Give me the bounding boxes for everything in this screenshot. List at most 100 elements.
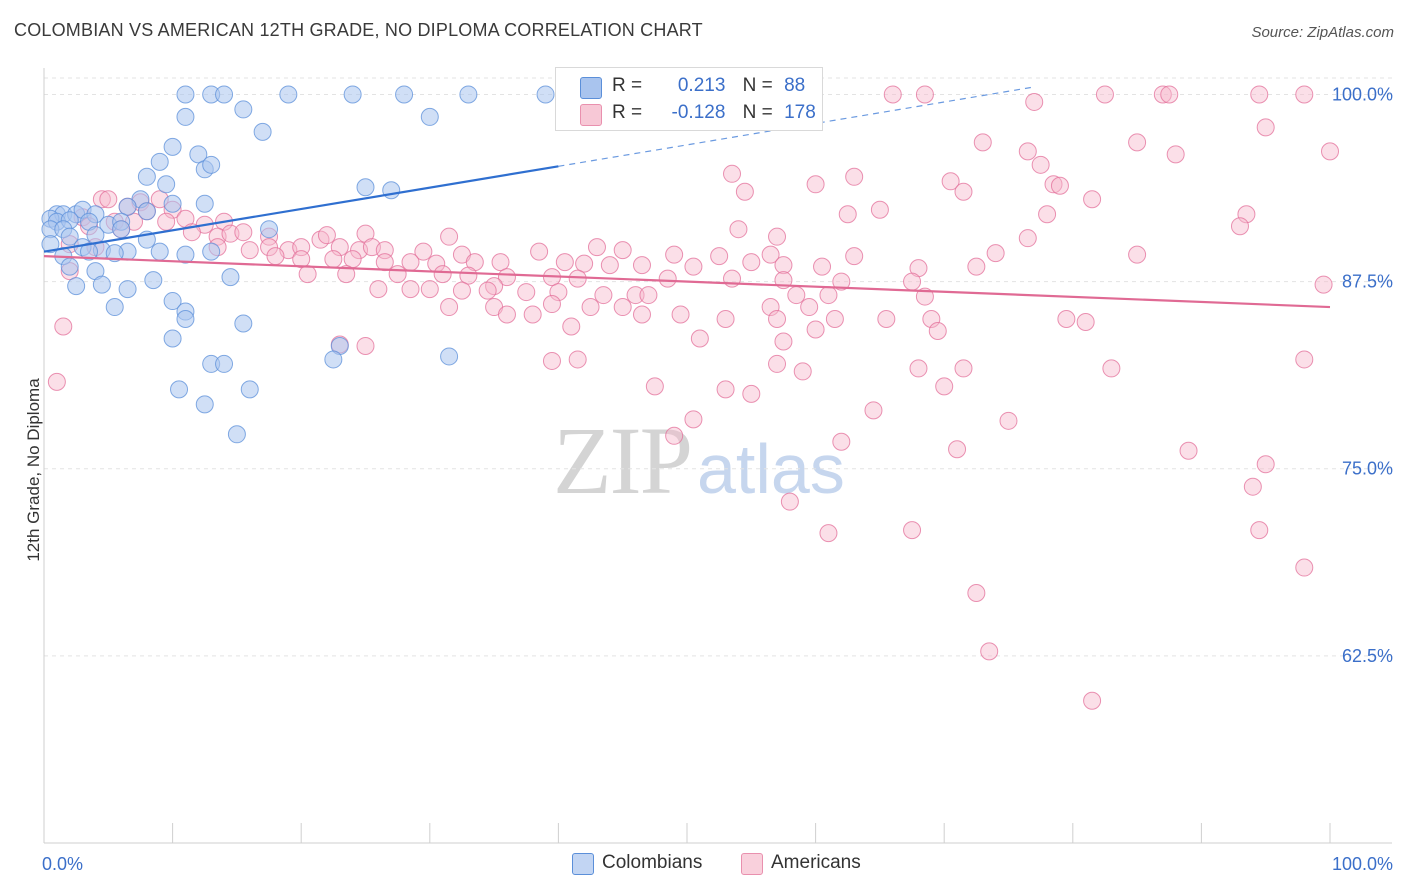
y-tick-label: 100.0% <box>1332 84 1393 104</box>
americans-point <box>761 245 780 264</box>
colombians-point <box>202 155 221 174</box>
americans-point <box>832 432 851 451</box>
colombians-point <box>195 194 214 213</box>
americans-point <box>915 85 934 104</box>
americans-point <box>260 238 279 257</box>
americans-point <box>54 317 73 336</box>
colombians-point <box>60 257 79 276</box>
americans-point <box>1243 477 1262 496</box>
colombians-points <box>41 85 555 444</box>
colombians-point <box>260 220 279 239</box>
americans-point <box>742 253 761 272</box>
americans-point <box>613 298 632 317</box>
americans-point <box>1018 229 1037 248</box>
americans-point <box>800 298 819 317</box>
americans-point <box>845 167 864 186</box>
colombians-point <box>105 298 124 317</box>
n-value-americans: 178 <box>784 102 816 123</box>
colombians-point <box>440 347 459 366</box>
colombians-point <box>279 85 298 104</box>
source-label: Source: ZipAtlas.com <box>1251 24 1394 41</box>
americans-point <box>555 253 574 272</box>
americans-point <box>1031 155 1050 174</box>
axes <box>43 68 1392 844</box>
colombians-point <box>536 85 555 104</box>
r-label: R = <box>612 102 643 123</box>
americans-point <box>485 277 504 296</box>
americans-point <box>941 172 960 191</box>
americans-point <box>1038 205 1057 224</box>
americans-point <box>1230 217 1249 236</box>
colombians-point <box>176 107 195 126</box>
americans-point <box>883 85 902 104</box>
colombians-trend-extension <box>558 86 1035 167</box>
americans-point <box>240 241 259 260</box>
colombians-point <box>60 227 79 246</box>
gridlines <box>44 77 1392 657</box>
americans-point <box>864 401 883 420</box>
colombians-point <box>195 395 214 414</box>
n-value-colombians: 88 <box>784 75 806 96</box>
americans-point <box>542 351 561 370</box>
americans-point <box>1025 92 1044 111</box>
americans-point <box>825 310 844 329</box>
americans-point <box>632 305 651 324</box>
americans-point <box>497 305 516 324</box>
americans-point <box>523 305 542 324</box>
x-tick-label: 100.0% <box>1332 854 1393 874</box>
americans-point <box>658 269 677 288</box>
colombians-point <box>176 245 195 264</box>
americans-point <box>954 359 973 378</box>
colombians-point <box>118 197 137 216</box>
americans-point <box>774 332 793 351</box>
americans-point <box>1128 245 1147 264</box>
americans-point <box>414 242 433 261</box>
americans-point <box>388 265 407 284</box>
americans-trend-line <box>43 255 1331 309</box>
y-axis-title: 12th Grade, No Diploma <box>24 378 43 562</box>
americans-point <box>813 257 832 276</box>
americans-point <box>542 295 561 314</box>
americans-point <box>973 133 992 152</box>
americans-point <box>768 310 787 329</box>
colombians-point <box>112 220 131 239</box>
colombians-point <box>395 85 414 104</box>
americans-point <box>877 310 896 329</box>
americans-point <box>343 250 362 269</box>
americans-point <box>1256 118 1275 137</box>
americans-point <box>600 256 619 275</box>
americans-point <box>452 281 471 300</box>
americans-point <box>530 242 549 261</box>
americans-point <box>1095 85 1114 104</box>
colombians-point <box>176 310 195 329</box>
americans-point <box>735 182 754 201</box>
americans-point <box>928 321 947 340</box>
americans-point <box>935 377 954 396</box>
americans-point <box>716 380 735 399</box>
colombians-point <box>234 314 253 333</box>
americans-point <box>716 310 735 329</box>
colombians-point <box>67 277 86 296</box>
americans-point <box>311 230 330 249</box>
n-label: N = <box>742 75 773 96</box>
americans-point <box>1160 85 1179 104</box>
colombians-swatch <box>580 77 602 99</box>
americans-point <box>787 286 806 305</box>
colombians-point <box>150 152 169 171</box>
americans-point <box>1314 275 1333 294</box>
americans-point <box>819 286 838 305</box>
americans-point <box>1044 175 1063 194</box>
colombians-point <box>382 181 401 200</box>
americans-point <box>645 377 664 396</box>
americans-point <box>999 411 1018 430</box>
colombians-point <box>324 350 343 369</box>
americans-point <box>1050 176 1069 195</box>
americans-point <box>440 227 459 246</box>
americans-point <box>806 320 825 339</box>
americans-point <box>1295 350 1314 369</box>
colombians-point <box>176 85 195 104</box>
colombians-point <box>157 175 176 194</box>
americans-point <box>99 190 118 209</box>
americans-point <box>665 245 684 264</box>
